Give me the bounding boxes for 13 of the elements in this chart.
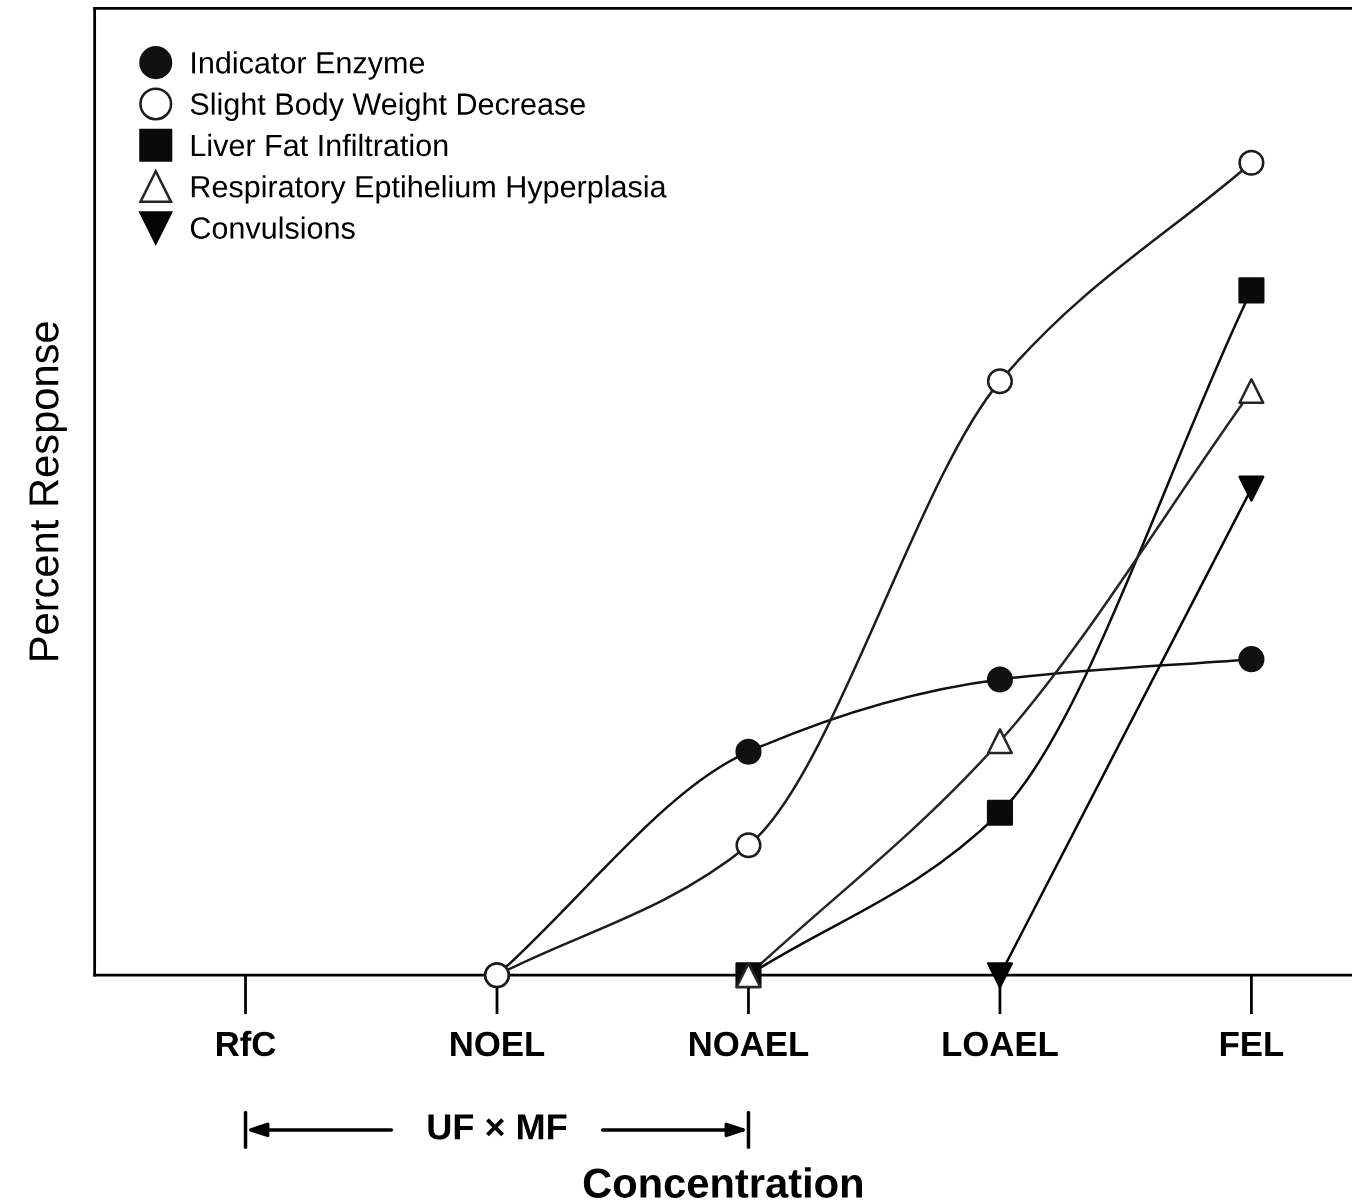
- legend-label: Convulsions: [190, 216, 355, 239]
- legend-label: Liver Fat Infiltration: [191, 133, 448, 157]
- legend-label: Slight Body Weight Decrease: [190, 92, 585, 121]
- legend-label: Respiratory Eptihelium Hyperplasia: [191, 175, 667, 204]
- x-tick-label: NOEL: [451, 1031, 545, 1057]
- x-tick-label: FEL: [1220, 1032, 1284, 1056]
- legend-label: Indicator Enzyme: [192, 51, 425, 80]
- x-tick-label: RfC: [216, 1030, 276, 1057]
- text: UF × MF: [428, 1114, 567, 1140]
- x-axis-title: Concentration: [583, 1167, 862, 1198]
- x-tick-label: NOAEL: [690, 1031, 809, 1057]
- y-axis-title: Percent Response: [29, 322, 67, 660]
- x-tick-label: LOAEL: [943, 1031, 1058, 1057]
